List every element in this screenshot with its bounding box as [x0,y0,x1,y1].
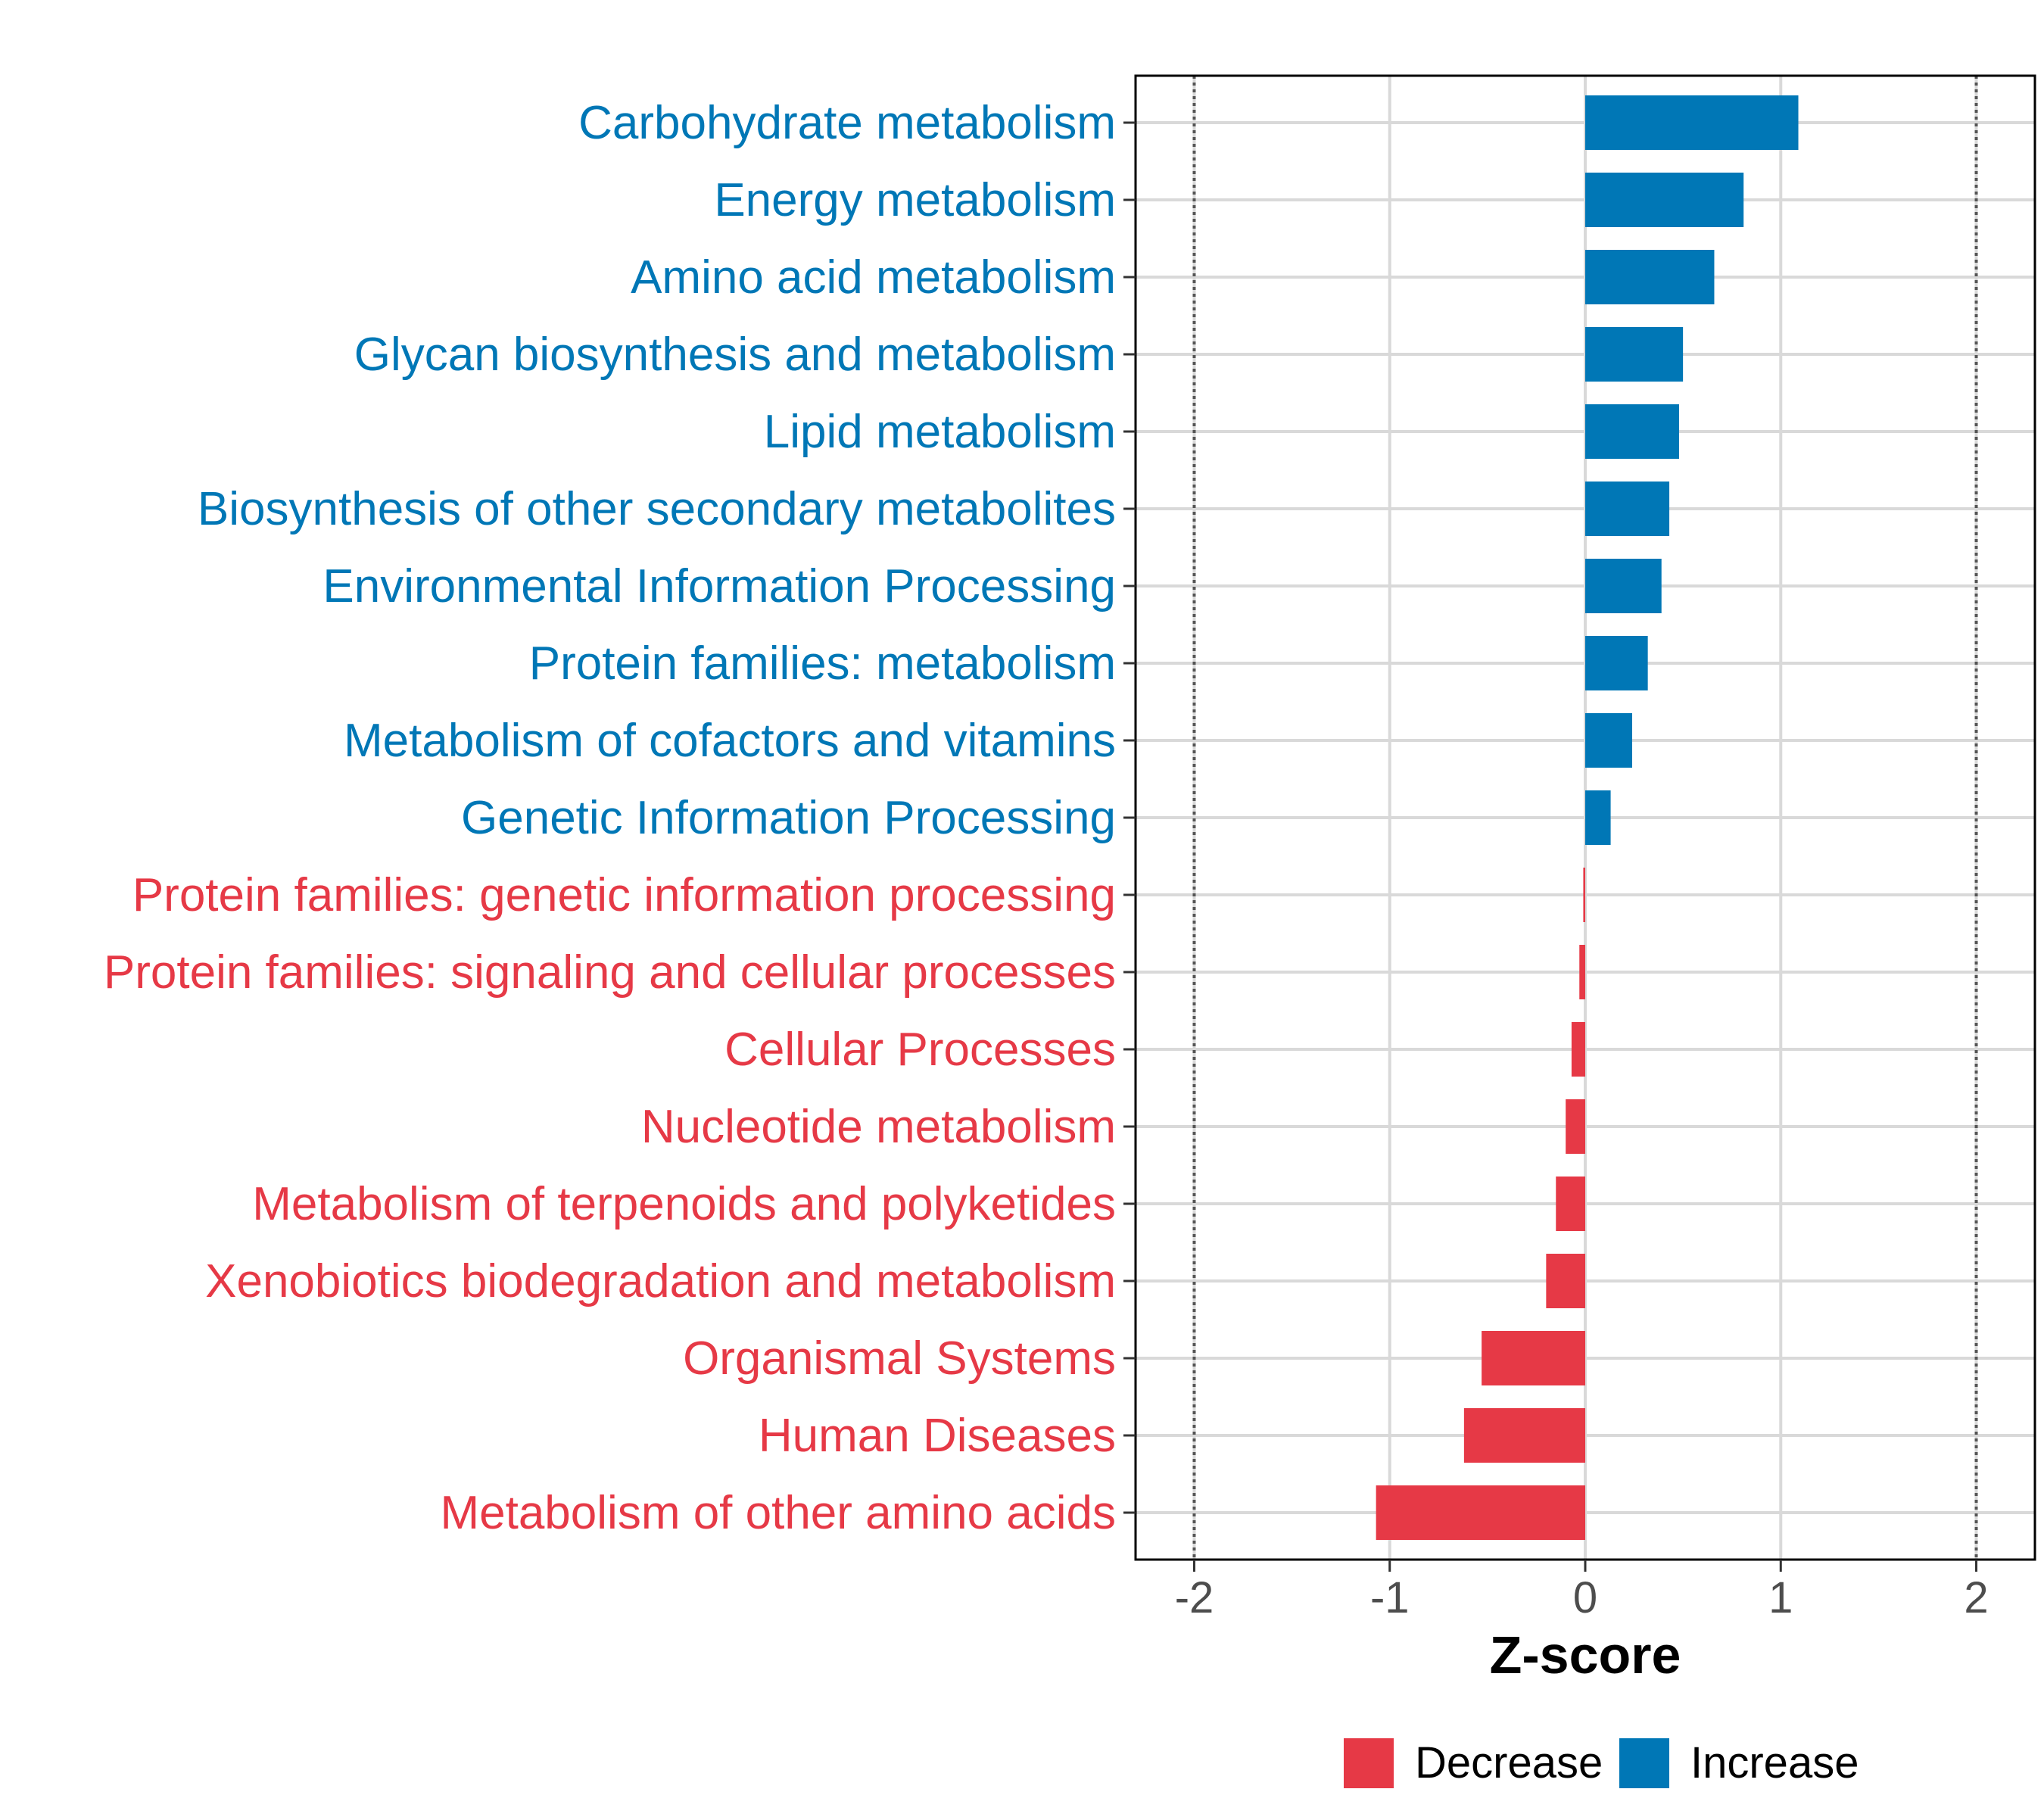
category-label: Protein families: metabolism [529,637,1116,690]
x-tick-label: 1 [1768,1573,1793,1622]
bar [1482,1331,1585,1385]
legend: Decrease Increase [1344,1738,1859,1788]
bar [1585,250,1715,304]
bar [1585,713,1632,768]
category-label: Cellular Processes [724,1024,1116,1076]
category-label: Genetic Information Processing [461,792,1116,844]
bar [1583,868,1585,922]
bar [1463,1408,1585,1463]
bar [1376,1485,1585,1540]
x-tick-label: 2 [1964,1573,1988,1622]
legend-label: Increase [1690,1738,1859,1787]
x-ticks: -2 -1 0 1 2 [1175,1560,1989,1622]
bar [1585,327,1684,382]
x-tick-label: -2 [1175,1573,1214,1622]
category-label: Carbohydrate metabolism [578,97,1116,149]
legend-label: Decrease [1415,1738,1603,1787]
category-label: Human Diseases [759,1410,1116,1462]
bar [1556,1177,1585,1231]
x-tick-label: -1 [1370,1573,1410,1622]
y-ticks [1123,121,1136,1514]
bar [1579,945,1585,999]
category-label: Xenobiotics biodegradation and metabolis… [205,1255,1116,1307]
category-label: Environmental Information Processing [322,560,1116,612]
category-label: Glycan biosynthesis and metabolism [354,329,1116,381]
category-label: Metabolism of other amino acids [440,1487,1116,1539]
x-tick-label: 0 [1573,1573,1597,1622]
bars [1376,95,1799,1540]
category-label: Biosynthesis of other secondary metaboli… [198,483,1116,535]
x-axis-title: Z-score [1490,1625,1681,1685]
category-label: Energy metabolism [714,174,1116,226]
bar [1571,1022,1585,1077]
bar [1585,404,1679,459]
bar [1585,95,1799,150]
bar [1585,482,1670,536]
category-labels: Carbohydrate metabolism Energy metabolism… [104,97,1116,1539]
category-label: Protein families: genetic information pr… [132,869,1116,921]
category-label: Metabolism of terpenoids and polyketides [252,1178,1116,1230]
category-label: Lipid metabolism [764,406,1116,458]
category-label: Nucleotide metabolism [641,1101,1116,1153]
reference-lines [1192,76,1978,1560]
category-label: Organismal Systems [683,1332,1116,1385]
bar [1585,559,1662,613]
legend-key [1344,1738,1394,1788]
bar [1566,1099,1585,1154]
category-label: Protein families: signaling and cellular… [104,946,1116,999]
bar [1585,790,1611,845]
bar [1585,173,1744,227]
legend-key [1619,1738,1669,1788]
bar [1585,636,1648,690]
category-label: Amino acid metabolism [631,251,1116,304]
category-label: Metabolism of cofactors and vitamins [344,715,1116,767]
bar [1546,1254,1585,1308]
